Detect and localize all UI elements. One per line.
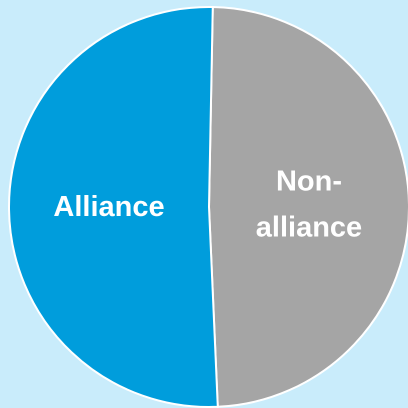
pie-slice [207,6,408,408]
slice-label: Alliance [53,191,164,223]
pie-slice [8,6,219,408]
slice-label: Non-alliance [256,165,362,243]
